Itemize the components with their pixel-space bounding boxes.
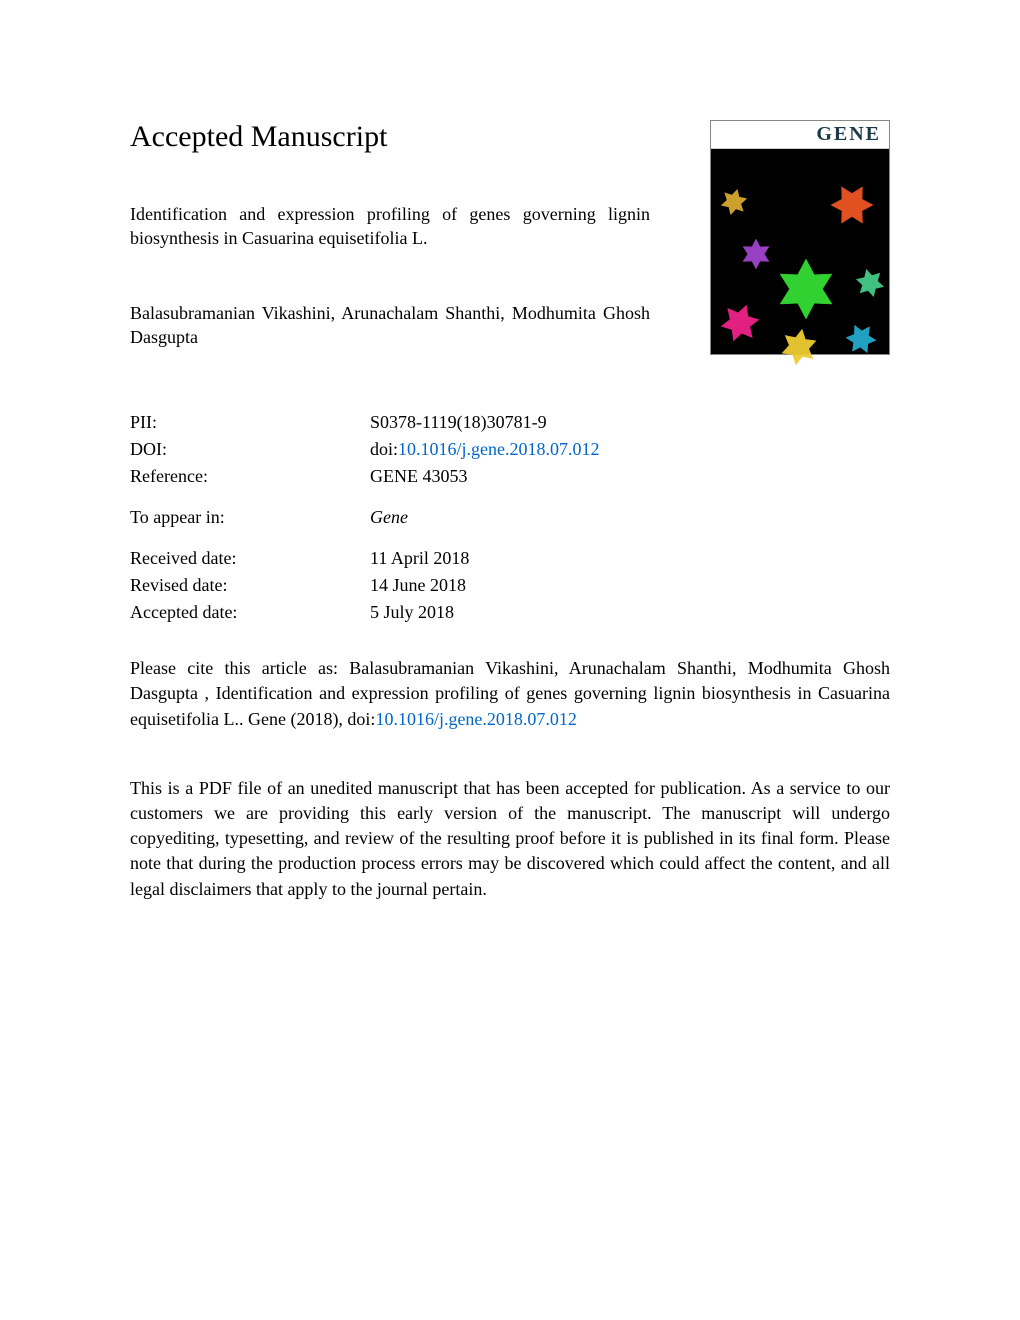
meta-row-reference: Reference: GENE 43053 [130,463,890,490]
authors: Balasubramanian Vikashini, Arunachalam S… [130,301,650,350]
received-value: 11 April 2018 [370,545,890,572]
citation-text: Please cite this article as: Balasubrama… [130,656,890,732]
article-title: Identification and expression profiling … [130,202,650,251]
toappear-value: Gene [370,504,890,531]
accepted-label: Accepted date: [130,599,370,626]
meta-row-toappear: To appear in: Gene [130,504,890,531]
doi-value: doi:10.1016/j.gene.2018.07.012 [370,436,890,463]
meta-row-pii: PII: S0378-1119(18)30781-9 [130,409,890,436]
reference-label: Reference: [130,463,370,490]
toappear-label: To appear in: [130,504,370,531]
journal-cover: GENE [710,120,890,355]
doi-label: DOI: [130,436,370,463]
metadata-table: PII: S0378-1119(18)30781-9 DOI: doi:10.1… [130,409,890,626]
revised-value: 14 June 2018 [370,572,890,599]
journal-name: GENE [816,123,881,146]
citation-doi-link[interactable]: 10.1016/j.gene.2018.07.012 [375,709,576,729]
received-label: Received date: [130,545,370,572]
pii-label: PII: [130,409,370,436]
meta-row-doi: DOI: doi:10.1016/j.gene.2018.07.012 [130,436,890,463]
pii-value: S0378-1119(18)30781-9 [370,409,890,436]
meta-row-accepted: Accepted date: 5 July 2018 [130,599,890,626]
doi-prefix: doi: [370,439,398,459]
meta-row-received: Received date: 11 April 2018 [130,545,890,572]
header-row: Accepted Manuscript Identification and e… [130,120,890,389]
cover-image [711,149,889,354]
revised-label: Revised date: [130,572,370,599]
manuscript-page: Accepted Manuscript Identification and e… [0,0,1020,902]
meta-row-revised: Revised date: 14 June 2018 [130,572,890,599]
page-heading: Accepted Manuscript [130,120,650,154]
cover-header: GENE [711,121,889,149]
disclaimer-text: This is a PDF file of an unedited manusc… [130,776,890,902]
doi-link[interactable]: 10.1016/j.gene.2018.07.012 [398,439,599,459]
accepted-value: 5 July 2018 [370,599,890,626]
reference-value: GENE 43053 [370,463,890,490]
left-column: Accepted Manuscript Identification and e… [130,120,650,389]
